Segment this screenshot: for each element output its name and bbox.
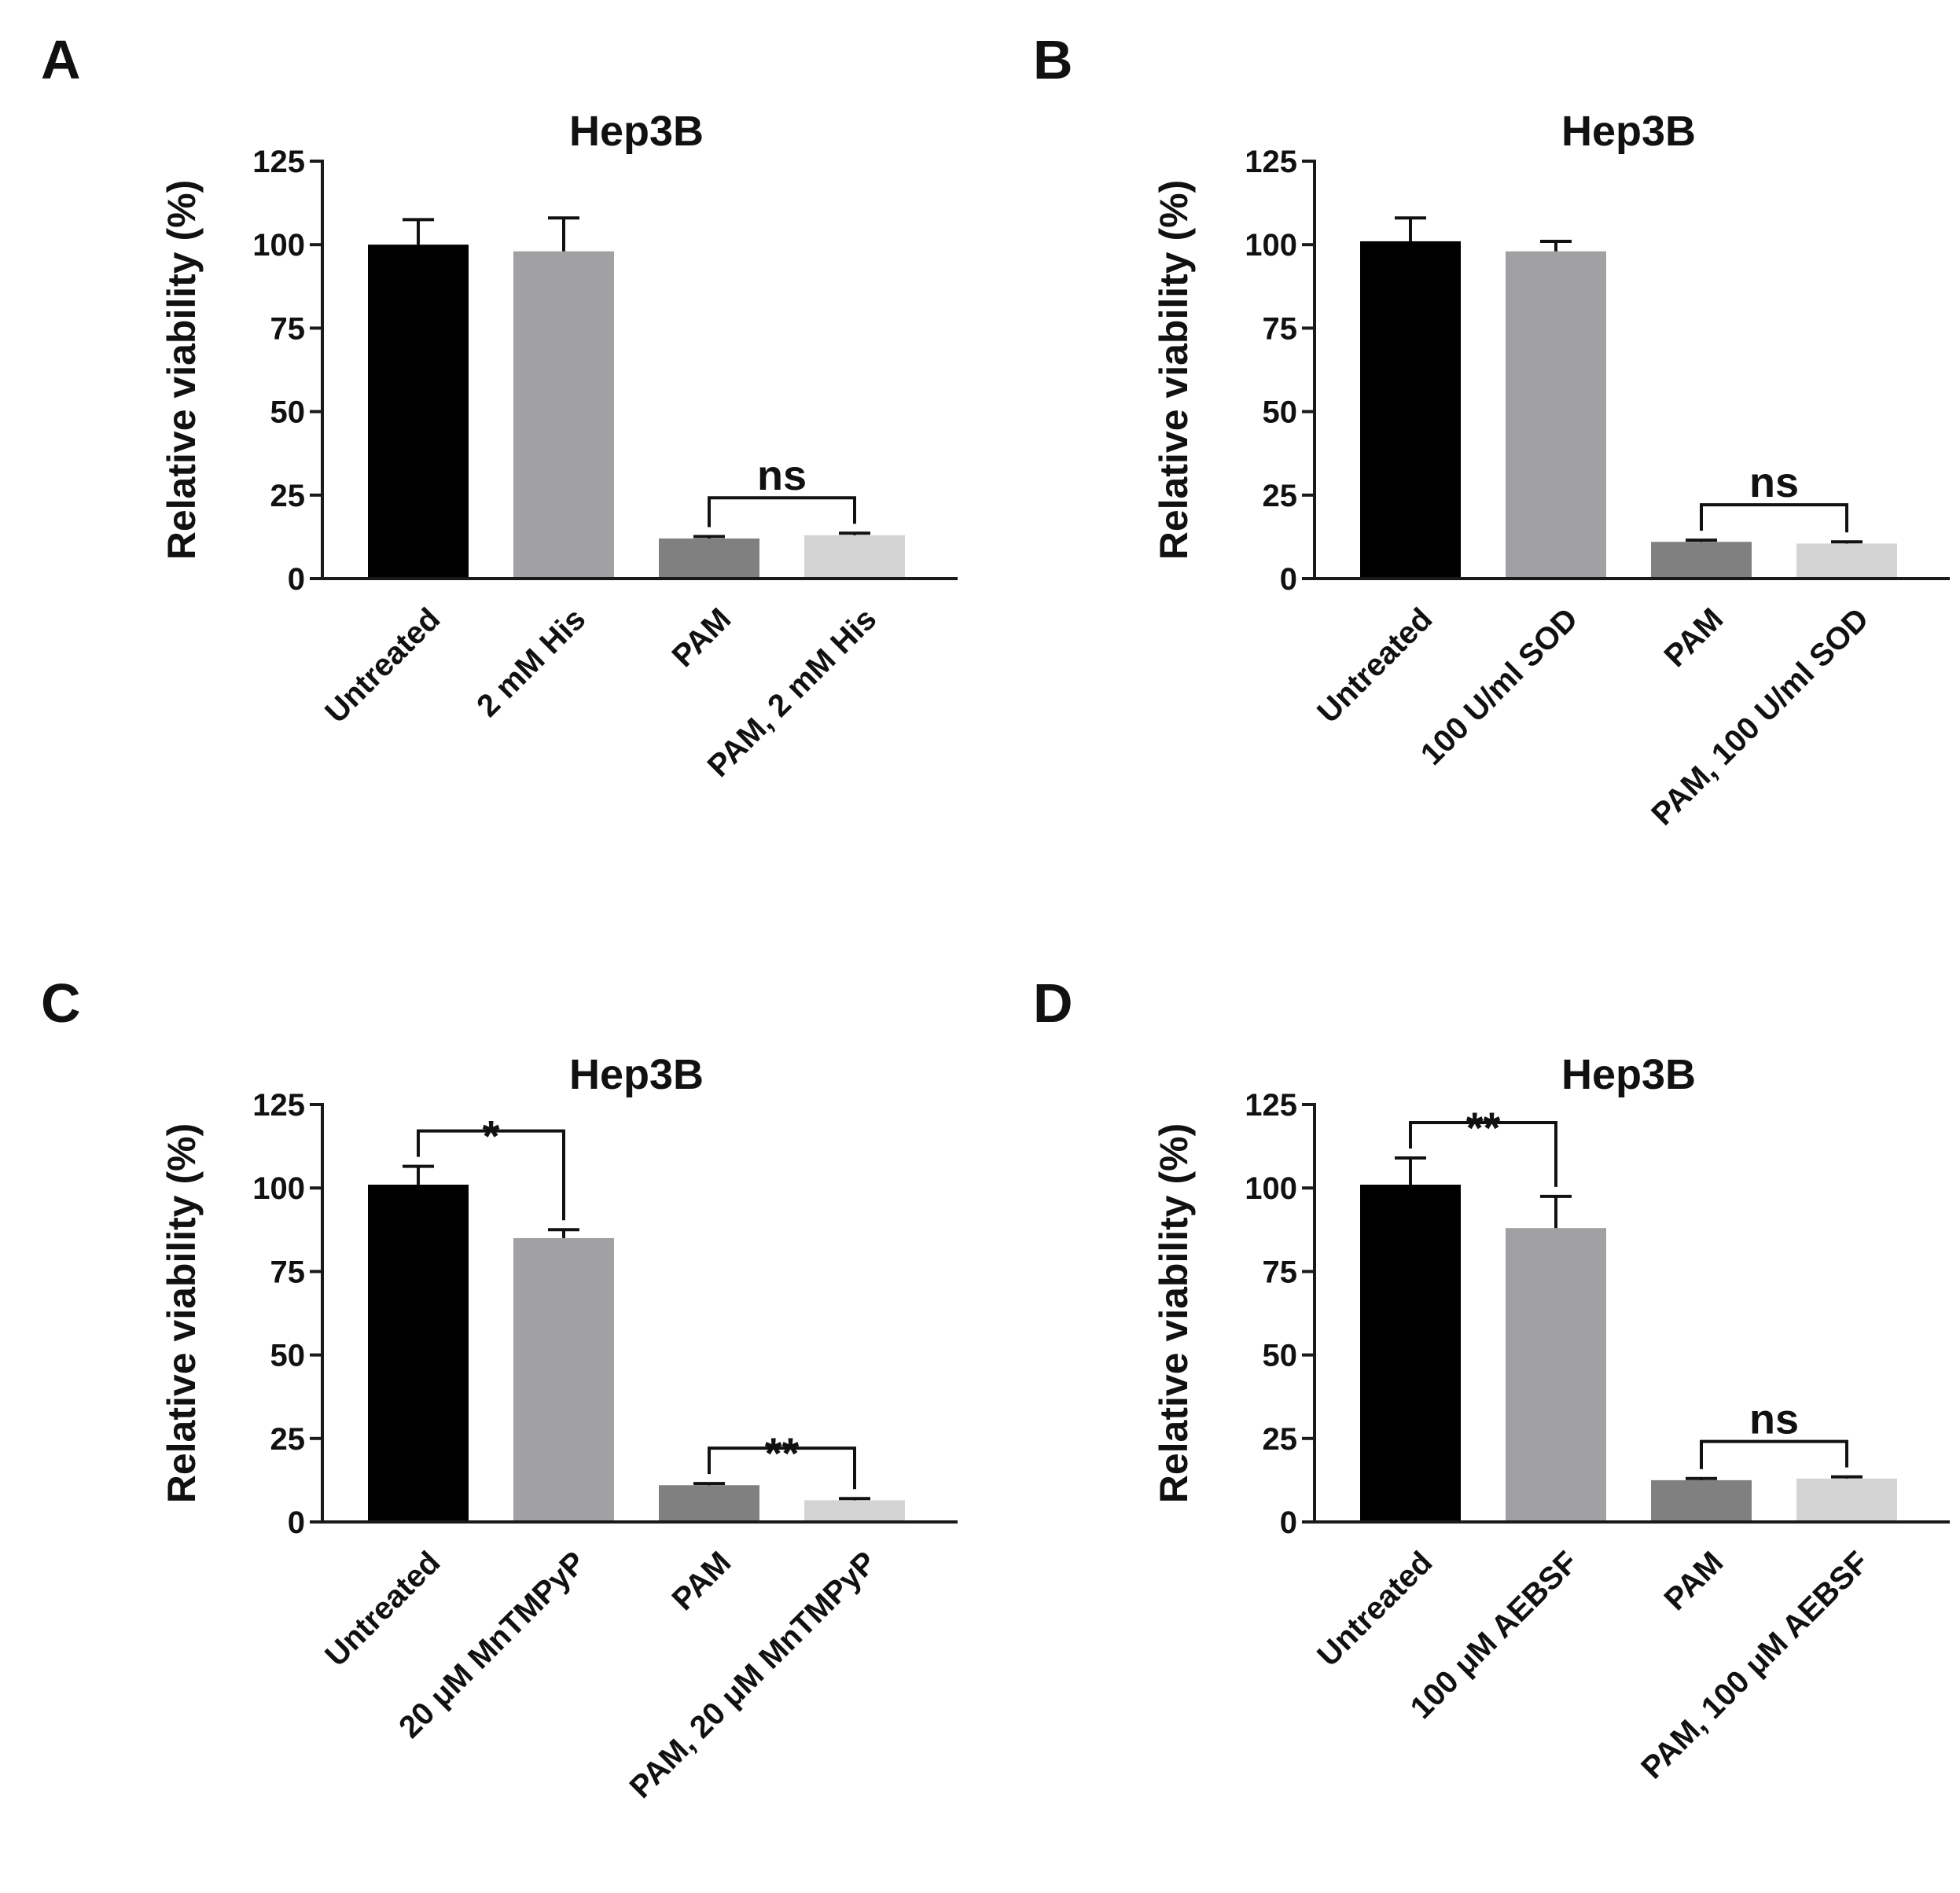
y-tick-label: 125 [252,1088,305,1123]
significance-label: ns [757,452,807,499]
category-label: Untreated [1311,601,1439,730]
bar [368,1184,469,1522]
category-label: PAM [1657,601,1730,674]
y-tick-label: 25 [270,1422,306,1457]
panel-a: A Hep3B Relative viability (%) 0 25 50 75 100 12… [41,29,958,784]
significance-label: * [483,1112,500,1161]
chart-title: Hep3B [1561,1051,1696,1098]
bar [804,535,905,579]
y-tick-label: 75 [1263,311,1298,346]
y-tick-label: 50 [270,395,306,430]
significance-label: ** [765,1428,800,1478]
bar [513,251,614,579]
y-tick-label: 25 [1263,1422,1298,1457]
bar [1506,251,1606,579]
y-tick-label: 0 [288,1505,305,1540]
y-tick-label: 0 [1280,1505,1297,1540]
category-label: Untreated [1311,1545,1439,1673]
bar [513,1237,614,1522]
bar [659,1485,759,1522]
bar [1796,1478,1897,1522]
category-label: 100 U/ml SOD [1414,601,1585,772]
bar [1360,1184,1461,1522]
y-tick-label: 0 [1280,562,1297,597]
category-label: 2 mM His [470,601,592,723]
y-tick-label: 50 [1263,395,1298,430]
y-tick-label: 75 [1263,1255,1298,1289]
significance-label: ** [1466,1103,1501,1152]
bar [1360,241,1461,579]
panel-label: D [1033,972,1073,1034]
significance-bracket [708,1446,856,1490]
y-tick-label: 50 [270,1339,306,1373]
significance-label: ns [1749,1396,1799,1443]
y-axis-label: Relative viability (%) [160,180,204,561]
y-tick-label: 125 [252,145,305,179]
panel-d: D Hep3B Relative viability (%) 0 25 50 75 100 12… [1033,972,1950,1785]
y-tick-label: 75 [270,311,306,346]
category-label: Untreated [318,1545,447,1673]
panel-c: C Hep3B Relative viability (%) 0 25 50 75 100 12… [41,972,958,1805]
bar [1506,1228,1606,1522]
category-label: PAM, 20 μM MnTMPyP [623,1545,884,1805]
y-axis-label: Relative viability (%) [160,1123,204,1504]
bar [368,244,469,579]
y-tick-label: 0 [288,562,305,597]
bar [1796,543,1897,579]
significance-label: ns [1749,459,1799,506]
significance-bracket [1700,1439,1848,1469]
bar [659,538,759,579]
y-tick-label: 100 [252,1171,305,1206]
panel-b: B Hep3B Relative viability (%) 0 25 50 75 100 12… [1033,29,1950,832]
chart-title: Hep3B [1561,108,1696,155]
significance-bracket [1409,1120,1557,1187]
panel-label: A [41,29,81,90]
category-label: PAM [1657,1545,1730,1617]
category-label: PAM [665,1545,737,1617]
y-tick-label: 25 [270,479,306,513]
bar [1651,1479,1752,1522]
y-tick-label: 100 [252,228,305,263]
bar [1651,542,1752,579]
y-axis-label: Relative viability (%) [1152,1123,1196,1504]
significance-bracket [417,1129,565,1221]
y-tick-label: 25 [1263,479,1298,513]
bar [804,1500,905,1522]
y-tick-label: 100 [1245,228,1297,263]
panel-label: C [41,972,81,1034]
y-axis-label: Relative viability (%) [1152,180,1196,561]
y-tick-label: 125 [1245,1088,1297,1123]
category-label: PAM [665,601,737,674]
category-label: Untreated [318,601,447,730]
chart-title: Hep3B [569,108,704,155]
y-tick-label: 75 [270,1255,306,1289]
y-tick-label: 125 [1245,145,1297,179]
panel-label: B [1033,29,1073,90]
y-tick-label: 100 [1245,1171,1297,1206]
significance-bracket [1700,503,1848,533]
significance-bracket [708,496,856,527]
y-tick-label: 50 [1263,1339,1298,1373]
chart-title: Hep3B [569,1051,704,1098]
